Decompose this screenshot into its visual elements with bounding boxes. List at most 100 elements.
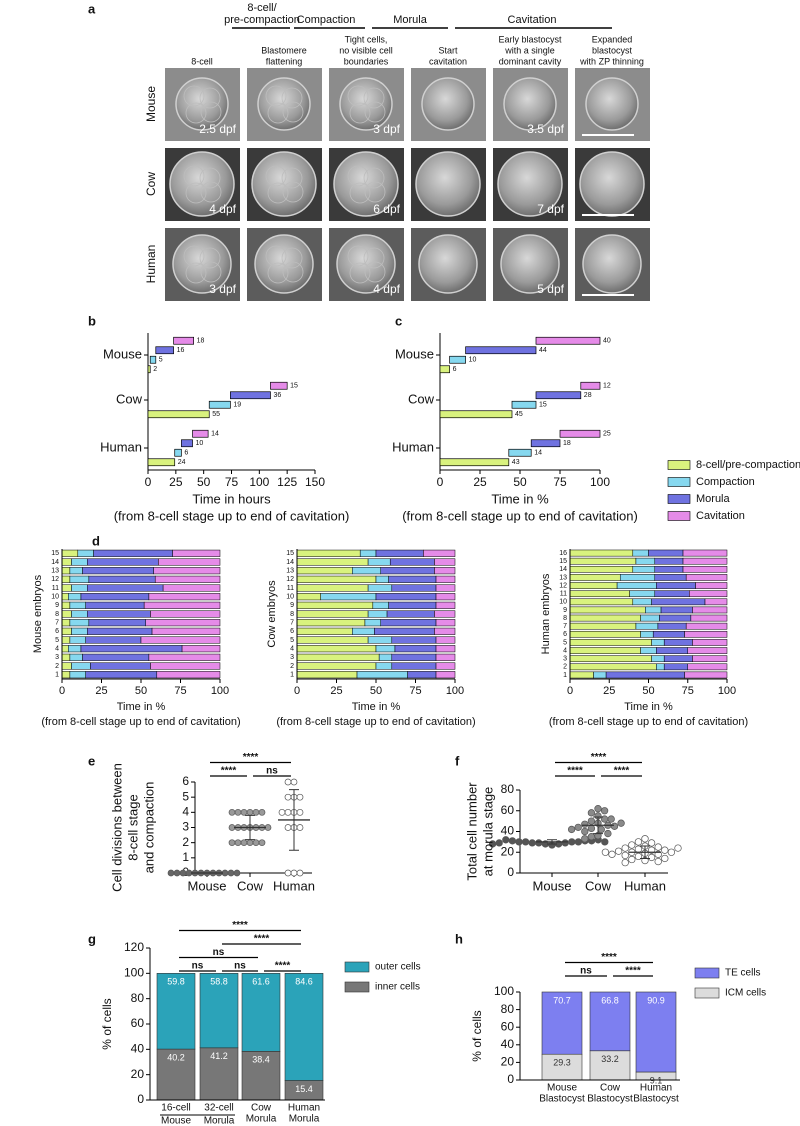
- data-point: [495, 839, 503, 847]
- value-label: 70.7: [553, 995, 571, 1005]
- y-tick-label: 80: [501, 1002, 515, 1016]
- x-tick-label: Mouse: [532, 878, 571, 893]
- x-tick-label: 25: [95, 685, 107, 697]
- significance-label: ****: [221, 766, 237, 777]
- x-tick-label: 50: [135, 685, 147, 697]
- data-point: [628, 841, 636, 849]
- value-label: 14: [211, 431, 219, 438]
- bar-segment: [692, 655, 728, 663]
- legend-label: ICM cells: [725, 988, 766, 999]
- data-point: [179, 869, 187, 877]
- data-point: [610, 822, 619, 830]
- bar-segment: [391, 662, 437, 670]
- blastomere: [183, 85, 205, 107]
- bar-segment: [605, 671, 685, 679]
- bar: [559, 429, 601, 438]
- bar-segment: [656, 582, 696, 589]
- embryo: [500, 234, 560, 294]
- bar-segment: [367, 558, 391, 566]
- y-tick-label: 10: [559, 599, 567, 606]
- bar-segment: [143, 601, 221, 609]
- significance-label: ****: [601, 952, 617, 963]
- panel-label: e: [88, 753, 95, 768]
- x-tick-label: Morula: [246, 1114, 277, 1125]
- bar-segment: [640, 614, 660, 622]
- blastomere: [364, 181, 386, 203]
- bar-segment: [296, 610, 369, 618]
- bar-segment: [569, 598, 634, 606]
- column-label: Early blastocyst: [498, 34, 562, 44]
- bar-segment: [367, 610, 388, 618]
- bar-segment: [682, 557, 728, 565]
- bar-segment: [80, 645, 183, 653]
- bar-segment: [296, 549, 361, 557]
- value-label: 16: [177, 347, 185, 354]
- blastomere: [199, 247, 221, 269]
- y-tick-label: Cow: [116, 391, 143, 406]
- value-label: 33.2: [601, 1054, 619, 1064]
- bar-segment: [61, 653, 71, 661]
- data-point: [240, 808, 248, 816]
- bar-segment: [93, 549, 173, 557]
- stage-label: Compaction: [297, 14, 356, 26]
- value-label: 24: [178, 459, 186, 466]
- legend-label: inner cells: [375, 982, 420, 993]
- bar-segment: [684, 630, 728, 638]
- y-tick-label: 5: [182, 789, 189, 803]
- bar-segment: [656, 647, 688, 654]
- bar-segment: [569, 614, 641, 622]
- data-point: [252, 839, 260, 847]
- bar-segment: [651, 639, 665, 646]
- bar-segment: [569, 647, 641, 654]
- data-point: [621, 851, 629, 860]
- bar-segment: [90, 662, 151, 670]
- x-tick-label: Human: [624, 878, 666, 893]
- column-label: Start: [438, 45, 458, 55]
- y-tick-label: 80: [501, 782, 515, 796]
- column-label: with a single: [504, 45, 555, 55]
- y-tick-label: 5: [563, 639, 567, 646]
- legend-label: Morula: [696, 493, 731, 505]
- bar-segment: [68, 593, 82, 601]
- bar-segment: [435, 671, 456, 679]
- bar-segment: [151, 627, 221, 635]
- data-point: [667, 848, 676, 856]
- bar: [535, 391, 582, 400]
- bar-segment: [71, 610, 88, 618]
- bar-segment: [296, 636, 369, 644]
- bar: [230, 391, 271, 400]
- data-point: [621, 858, 629, 867]
- bar-segment: [153, 567, 221, 575]
- bar-segment: [380, 567, 435, 575]
- bar-segment: [352, 627, 375, 635]
- bar-segment: [692, 639, 728, 646]
- embryo: [585, 77, 639, 131]
- bar-segment: [659, 614, 692, 622]
- bar-segment: [85, 671, 158, 679]
- bar-segment: [148, 653, 221, 661]
- data-point: [587, 824, 596, 833]
- column-label: 8-cell: [191, 56, 213, 66]
- y-axis-label: Mouse embryos: [32, 574, 44, 653]
- bar-segment: [569, 590, 630, 598]
- bar-segment: [434, 610, 456, 618]
- bar-segment: [654, 574, 687, 581]
- x-axis-label: (from 8-cell stage up to end of cavitati…: [549, 716, 748, 728]
- bar-segment: [684, 671, 728, 679]
- y-tick-label: 100: [124, 966, 144, 980]
- significance-label: ****: [275, 961, 291, 972]
- bar-segment: [352, 567, 381, 575]
- data-point: [601, 838, 609, 846]
- bar-segment: [82, 567, 154, 575]
- bar-segment: [375, 593, 437, 601]
- bar-segment: [394, 645, 437, 653]
- x-axis-label: (from 8-cell stage up to end of cavitati…: [41, 716, 240, 728]
- bar-segment: [156, 671, 221, 679]
- column-label: dominant cavity: [499, 56, 562, 66]
- x-tick-label: 25: [473, 475, 487, 489]
- embryo: [421, 77, 475, 131]
- blastomere: [200, 261, 222, 283]
- data-point: [594, 805, 602, 813]
- column-label: with ZP thinning: [579, 56, 644, 66]
- bar-segment: [172, 549, 221, 557]
